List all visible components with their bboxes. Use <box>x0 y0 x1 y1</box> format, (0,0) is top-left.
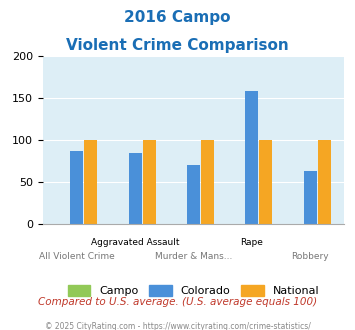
Bar <box>84 140 97 224</box>
Text: Compared to U.S. average. (U.S. average equals 100): Compared to U.S. average. (U.S. average … <box>38 297 317 307</box>
Bar <box>201 140 214 224</box>
Bar <box>129 153 142 224</box>
Bar <box>260 140 272 224</box>
Bar <box>70 151 83 224</box>
Text: All Violent Crime: All Violent Crime <box>39 252 115 261</box>
Bar <box>143 140 155 224</box>
Text: Robbery: Robbery <box>291 252 329 261</box>
Text: Violent Crime Comparison: Violent Crime Comparison <box>66 38 289 53</box>
Text: © 2025 CityRating.com - https://www.cityrating.com/crime-statistics/: © 2025 CityRating.com - https://www.city… <box>45 322 310 330</box>
Text: Aggravated Assault: Aggravated Assault <box>91 238 179 247</box>
Text: 2016 Campo: 2016 Campo <box>124 10 231 25</box>
Text: Murder & Mans...: Murder & Mans... <box>155 252 232 261</box>
Bar <box>187 166 200 224</box>
Text: Rape: Rape <box>240 238 263 247</box>
Bar <box>318 140 331 224</box>
Bar <box>245 91 258 224</box>
Legend: Campo, Colorado, National: Campo, Colorado, National <box>64 280 323 301</box>
Bar <box>304 171 317 224</box>
